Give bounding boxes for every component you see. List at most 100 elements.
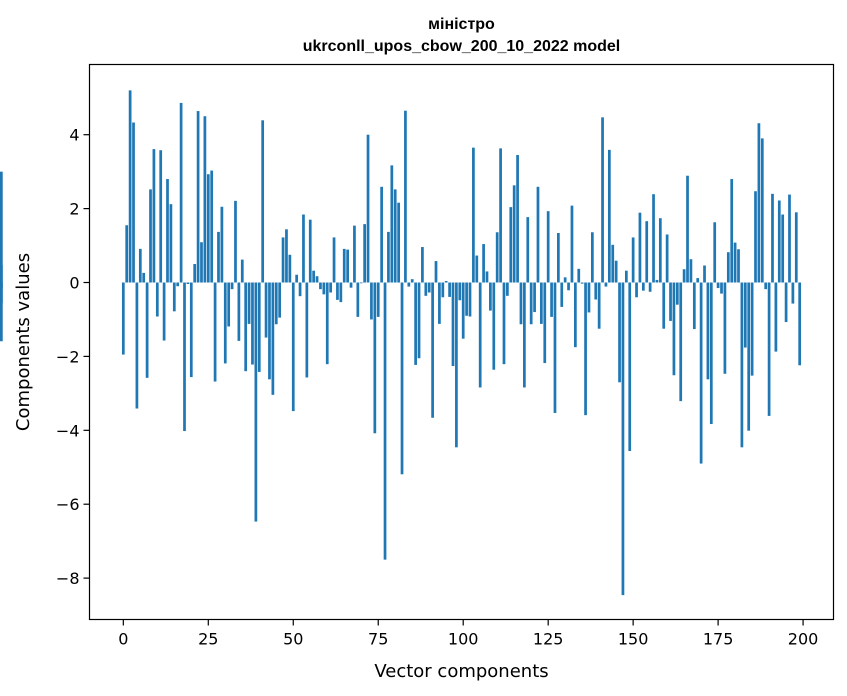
bar [0, 282, 3, 304]
bar [713, 222, 717, 283]
bar [774, 282, 778, 352]
bar [506, 282, 509, 296]
x-axis-label: Vector components [374, 661, 548, 682]
plot-frame [88, 63, 835, 621]
bar [217, 231, 220, 283]
bar [706, 282, 710, 380]
bar [176, 282, 180, 287]
bar [149, 189, 152, 283]
bar [172, 282, 176, 312]
bar [251, 282, 254, 365]
bar [434, 261, 438, 283]
bar [366, 134, 370, 283]
bar [444, 281, 448, 283]
bar [760, 138, 764, 283]
bar [373, 282, 377, 434]
y-axis-label: Components values [13, 253, 34, 431]
bar [186, 282, 190, 284]
bar [720, 282, 723, 294]
bar [791, 282, 795, 304]
bar [353, 225, 356, 283]
bar [417, 282, 421, 359]
bar [726, 252, 730, 283]
bar [268, 282, 271, 380]
bar [740, 282, 744, 448]
bar [648, 282, 652, 292]
bar [193, 264, 197, 283]
bar [757, 123, 761, 283]
bar [206, 174, 210, 283]
bar [441, 282, 445, 298]
bar [584, 282, 587, 416]
bar [733, 242, 737, 283]
bar [448, 282, 451, 297]
bar [305, 282, 309, 378]
bar [536, 186, 540, 283]
bar [363, 224, 366, 283]
bar [516, 155, 519, 283]
bar [492, 282, 496, 370]
bar [227, 282, 231, 327]
bar [641, 282, 645, 291]
bar [468, 282, 472, 317]
bar [692, 282, 696, 330]
bar [594, 282, 598, 300]
bar [152, 149, 156, 283]
x-tick-label: 25 [198, 630, 218, 649]
bar [604, 282, 608, 287]
bar [421, 247, 424, 283]
bar [288, 254, 292, 283]
bar [587, 282, 591, 313]
bar [244, 282, 248, 372]
bar [461, 282, 465, 339]
bar [624, 270, 628, 283]
bar [794, 212, 798, 283]
bar [404, 110, 407, 283]
bar [699, 282, 703, 464]
bar [767, 282, 771, 416]
bar [210, 170, 214, 283]
bar [359, 282, 363, 284]
bar [570, 205, 574, 283]
bar [557, 233, 560, 283]
bar [638, 212, 642, 283]
bar [125, 225, 129, 283]
bar [400, 282, 404, 475]
bar [618, 282, 621, 383]
bar [665, 234, 669, 283]
bar [200, 242, 203, 283]
bar [138, 248, 142, 283]
bar [455, 282, 458, 448]
chart-title-line2: ukrconll_upos_cbow_200_10_2022 model [303, 38, 620, 55]
bar [383, 282, 387, 560]
x-tick-label: 75 [368, 630, 388, 649]
bar [315, 276, 319, 283]
bar [529, 282, 533, 325]
bar [234, 200, 237, 283]
bar [302, 214, 305, 283]
bar [145, 282, 149, 378]
bar [0, 282, 3, 342]
bar [336, 282, 339, 300]
bar [427, 282, 431, 293]
bar [703, 265, 706, 283]
bar [169, 204, 173, 283]
bar [798, 282, 802, 366]
bar [162, 282, 166, 341]
bar [597, 282, 601, 329]
bar [716, 282, 720, 289]
bar [495, 232, 499, 283]
bar [631, 237, 635, 283]
bar [689, 259, 693, 283]
bar [465, 282, 468, 316]
bar [771, 193, 774, 283]
bar [387, 231, 390, 283]
bar [376, 282, 380, 317]
bar [543, 282, 547, 364]
x-tick-label: 50 [283, 630, 303, 649]
chart-title-line1: міністро [428, 16, 495, 33]
bar [662, 282, 666, 329]
bar [499, 148, 502, 283]
bar [709, 282, 713, 425]
bar [621, 282, 625, 596]
